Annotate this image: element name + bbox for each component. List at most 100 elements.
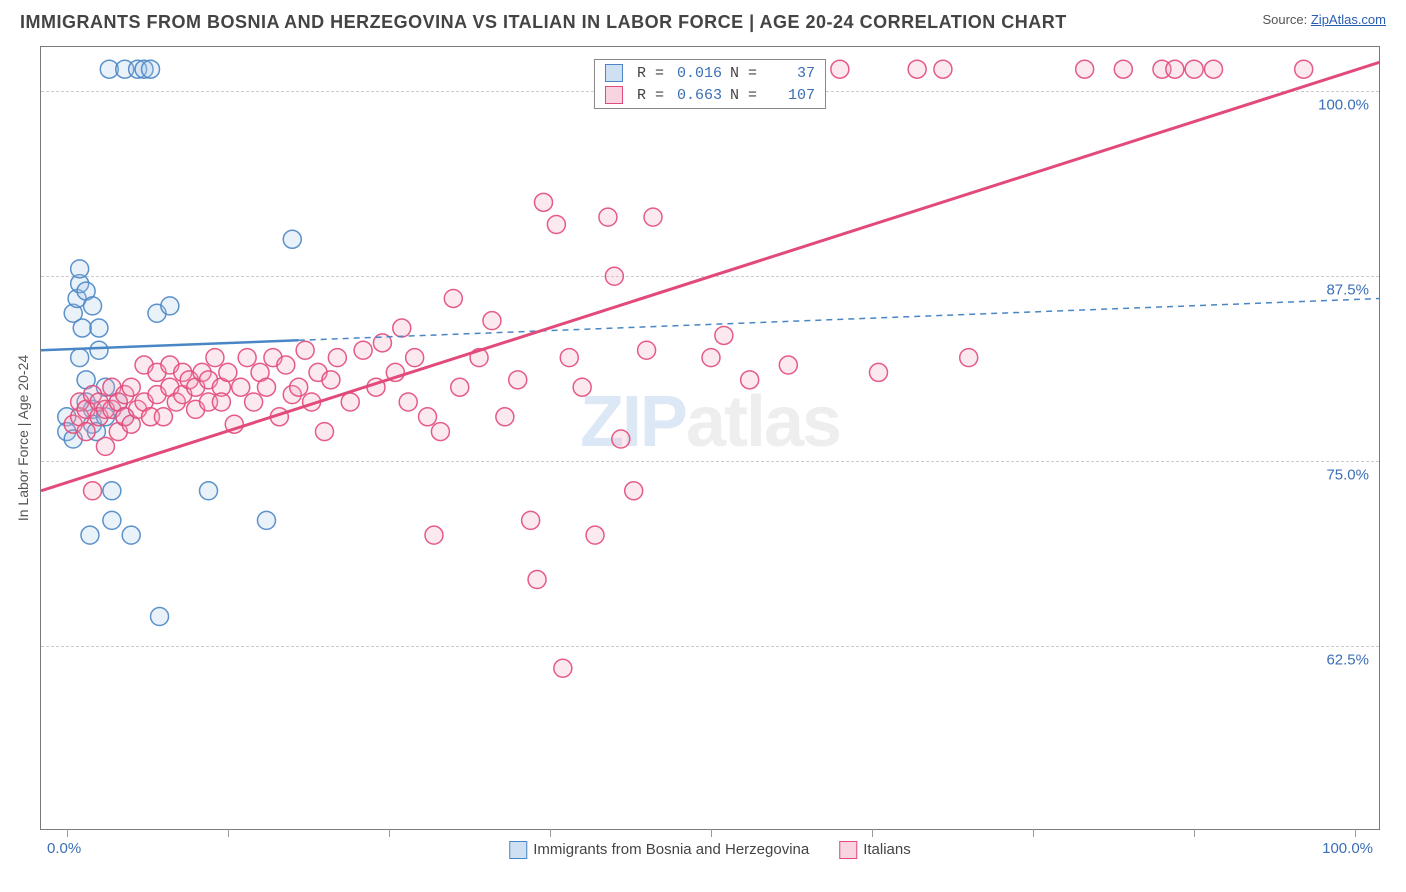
scatter-point-italians <box>425 526 443 544</box>
n-value-bosnia: 37 <box>765 65 815 82</box>
x-tick <box>67 829 68 837</box>
scatter-point-italians <box>1295 60 1313 78</box>
scatter-point-italians <box>1114 60 1132 78</box>
swatch-bosnia <box>605 64 623 82</box>
scatter-point-italians <box>560 349 578 367</box>
scatter-point-bosnia <box>283 230 301 248</box>
scatter-point-italians <box>522 511 540 529</box>
scatter-point-italians <box>212 393 230 411</box>
r-value-italians: 0.663 <box>672 87 722 104</box>
scatter-point-italians <box>367 378 385 396</box>
scatter-point-italians <box>122 378 140 396</box>
x-tick <box>550 829 551 837</box>
legend-item-bosnia: Immigrants from Bosnia and Herzegovina <box>509 841 809 859</box>
x-tick <box>872 829 873 837</box>
scatter-point-italians <box>586 526 604 544</box>
scatter-point-italians <box>315 423 333 441</box>
scatter-point-italians <box>741 371 759 389</box>
scatter-point-italians <box>554 659 572 677</box>
scatter-point-italians <box>84 482 102 500</box>
scatter-point-italians <box>303 393 321 411</box>
scatter-point-italians <box>328 349 346 367</box>
legend-label-bosnia: Immigrants from Bosnia and Herzegovina <box>533 841 809 858</box>
scatter-point-bosnia <box>103 482 121 500</box>
scatter-point-italians <box>406 349 424 367</box>
scatter-point-italians <box>625 482 643 500</box>
scatter-point-italians <box>831 60 849 78</box>
correlation-legend: R = 0.016 N = 37 R = 0.663 N = 107 <box>594 59 826 109</box>
scatter-point-italians <box>1185 60 1203 78</box>
scatter-point-italians <box>154 408 172 426</box>
r-label: R = <box>637 65 664 82</box>
scatter-point-italians <box>354 341 372 359</box>
scatter-point-italians <box>399 393 417 411</box>
scatter-point-bosnia <box>142 60 160 78</box>
scatter-point-italians <box>870 363 888 381</box>
n-value-italians: 107 <box>765 87 815 104</box>
r-value-bosnia: 0.016 <box>672 65 722 82</box>
title-row: IMMIGRANTS FROM BOSNIA AND HERZEGOVINA V… <box>0 0 1406 37</box>
scatter-point-bosnia <box>73 319 91 337</box>
swatch-italians <box>605 86 623 104</box>
scatter-point-bosnia <box>71 349 89 367</box>
scatter-point-italians <box>702 349 720 367</box>
scatter-point-italians <box>547 216 565 234</box>
scatter-point-italians <box>232 378 250 396</box>
scatter-point-italians <box>206 349 224 367</box>
source-prefix: Source: <box>1262 12 1310 27</box>
scatter-point-italians <box>934 60 952 78</box>
scatter-point-italians <box>373 334 391 352</box>
scatter-point-bosnia <box>122 526 140 544</box>
scatter-chart: In Labor Force | Age 20-24 62.5%75.0%87.… <box>40 46 1380 830</box>
scatter-point-bosnia <box>81 526 99 544</box>
scatter-point-italians <box>1076 60 1094 78</box>
scatter-point-italians <box>528 571 546 589</box>
legend-swatch-bosnia <box>509 841 527 859</box>
scatter-point-italians <box>908 60 926 78</box>
scatter-point-italians <box>573 378 591 396</box>
scatter-point-italians <box>444 289 462 307</box>
scatter-point-bosnia <box>84 297 102 315</box>
scatter-point-italians <box>270 408 288 426</box>
scatter-point-italians <box>496 408 514 426</box>
x-axis-left-label: 0.0% <box>47 840 81 857</box>
scatter-point-italians <box>341 393 359 411</box>
scatter-point-bosnia <box>200 482 218 500</box>
series-legend: Immigrants from Bosnia and Herzegovina I… <box>509 841 911 859</box>
scatter-point-bosnia <box>90 319 108 337</box>
x-tick <box>389 829 390 837</box>
scatter-point-italians <box>470 349 488 367</box>
scatter-point-italians <box>715 326 733 344</box>
scatter-point-italians <box>386 363 404 381</box>
scatter-point-italians <box>599 208 617 226</box>
scatter-point-bosnia <box>257 511 275 529</box>
scatter-point-bosnia <box>151 608 169 626</box>
scatter-point-bosnia <box>103 511 121 529</box>
x-axis-right-label: 100.0% <box>1322 840 1373 857</box>
legend-swatch-italians <box>839 841 857 859</box>
source-attribution: Source: ZipAtlas.com <box>1262 12 1386 27</box>
scatter-point-italians <box>393 319 411 337</box>
scatter-point-italians <box>605 267 623 285</box>
scatter-point-italians <box>535 193 553 211</box>
x-tick <box>1355 829 1356 837</box>
scatter-point-bosnia <box>90 341 108 359</box>
scatter-point-italians <box>960 349 978 367</box>
scatter-point-bosnia <box>161 297 179 315</box>
scatter-point-italians <box>1166 60 1184 78</box>
scatter-point-italians <box>638 341 656 359</box>
scatter-point-italians <box>1205 60 1223 78</box>
source-link[interactable]: ZipAtlas.com <box>1311 12 1386 27</box>
scatter-point-italians <box>96 437 114 455</box>
legend-label-italians: Italians <box>863 841 911 858</box>
correlation-row-bosnia: R = 0.016 N = 37 <box>595 62 825 84</box>
x-tick <box>1033 829 1034 837</box>
x-tick <box>1194 829 1195 837</box>
scatter-point-italians <box>225 415 243 433</box>
scatter-plot-svg <box>41 47 1379 829</box>
n-label: N = <box>730 65 757 82</box>
scatter-point-italians <box>277 356 295 374</box>
chart-title: IMMIGRANTS FROM BOSNIA AND HERZEGOVINA V… <box>20 12 1067 33</box>
scatter-point-italians <box>77 423 95 441</box>
scatter-point-italians <box>779 356 797 374</box>
